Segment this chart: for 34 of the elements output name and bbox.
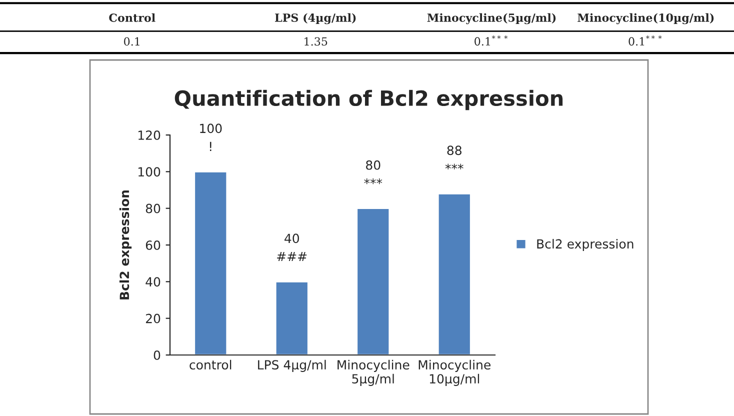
y-tick-label: 60 [146,240,160,250]
annotation: *** [445,164,464,170]
legend-label: Bcl2 expression [537,238,634,252]
y-tick-label: 120 [138,130,160,140]
data-label: 80 [366,160,380,170]
x-tick-label: Minocycline 10µg/ml [418,360,490,386]
y-tick-label: 40 [146,277,160,287]
data-label: 40 [284,234,299,244]
bar [274,280,309,355]
text: LPS (4µg/ml) [275,13,356,24]
text: Minocycline(5µg/ml) [427,13,556,24]
chart-title: Quantification of Bcl2 expression [174,90,563,110]
x-tick-label: control [190,360,232,370]
text: 1.35 [304,37,328,46]
annotation: *** [364,178,382,184]
x-tick-label: Minocycline 5µg/ml [338,360,410,386]
text: 0.1 [124,37,140,46]
y-tick-label: 20 [146,314,160,324]
annotation: ### [277,252,307,262]
y-tick-label: 100 [138,167,160,177]
bar [356,208,390,355]
text: 0.1$^{***}$ [628,35,662,46]
y-tick-label: 0 [154,350,160,360]
x-tick-label: LPS 4µg/ml [258,360,326,372]
text: Minocycline(10µg/ml) [578,13,714,24]
text: 0.1$^{***}$ [474,35,508,46]
data-label: 100 [200,124,222,134]
y-tick-label: 80 [146,204,160,214]
data-label: 88 [447,146,462,156]
bar [194,170,228,355]
bar [437,192,472,355]
text: Control [109,13,156,22]
annotation: ! [210,142,212,152]
y-axis-title: Bcl2 expression [119,190,132,300]
